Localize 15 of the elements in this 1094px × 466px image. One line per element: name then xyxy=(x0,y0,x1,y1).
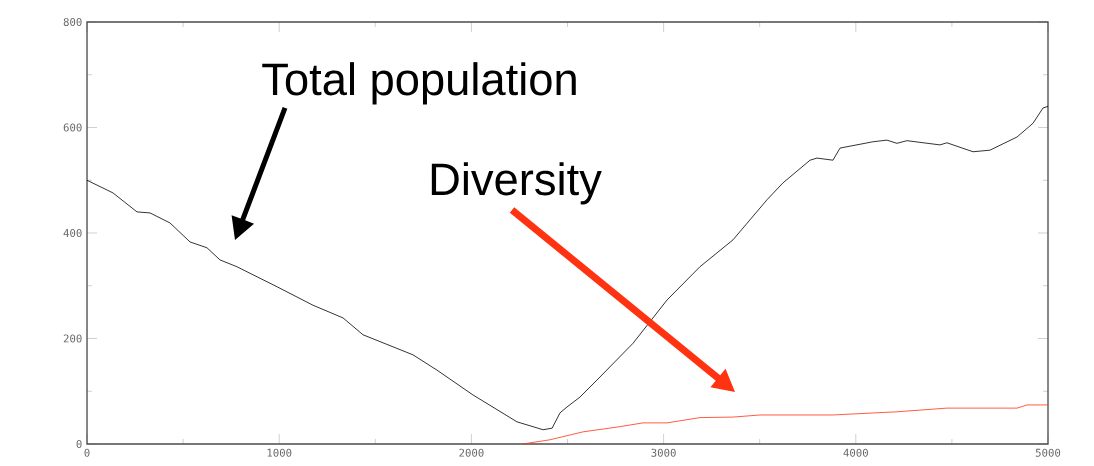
annotation: Diversity xyxy=(431,162,602,205)
y-tick-label: 400 xyxy=(63,228,82,238)
x-tick-label: 4000 xyxy=(843,448,868,457)
y-tick-label: 800 xyxy=(63,17,82,27)
y-tick-label: 600 xyxy=(63,123,82,132)
y-tick-label: 0 xyxy=(76,439,82,449)
line-series xyxy=(522,404,1049,445)
x-tick-label: 0 xyxy=(84,448,90,457)
x-tick-label: 3000 xyxy=(651,448,676,457)
y-tick-label: 200 xyxy=(63,334,82,343)
annotation: Total population xyxy=(262,62,576,105)
x-tick-label: 2000 xyxy=(459,448,484,457)
line-series xyxy=(86,106,1049,431)
x-tick-label: 1000 xyxy=(267,448,292,457)
x-tick-label: 5000 xyxy=(1035,448,1061,457)
